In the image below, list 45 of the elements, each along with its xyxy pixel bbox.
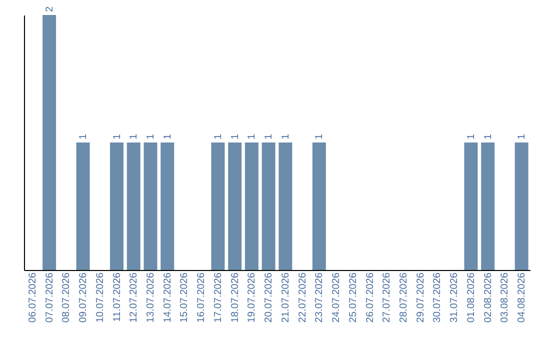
- x-tick-label: 31.07.2026: [449, 272, 460, 323]
- data-label: 1: [212, 134, 224, 140]
- x-tick-label: 25.07.2026: [348, 272, 359, 323]
- x-tick-label: 16.07.2026: [196, 272, 208, 323]
- data-label: 2: [44, 6, 56, 12]
- data-label: 1: [128, 134, 140, 140]
- data-label: 1: [280, 134, 292, 140]
- data-label: 1: [264, 134, 275, 140]
- x-tick-label: 27.07.2026: [382, 272, 393, 323]
- x-tick-label: 12.07.2026: [128, 272, 140, 323]
- x-tick-label: 13.07.2026: [146, 272, 156, 323]
- x-tick-label: 19.07.2026: [246, 272, 258, 323]
- x-tick-label: 06.07.2026: [27, 272, 38, 323]
- x-tick-label: 09.07.2026: [78, 272, 90, 323]
- data-label: 1: [162, 134, 174, 140]
- x-tick-label: 15.07.2026: [179, 272, 190, 323]
- data-label: 1: [246, 134, 258, 140]
- x-tick-label: 22.07.2026: [297, 272, 308, 323]
- data-label: 1: [112, 134, 123, 140]
- data-label: 1: [230, 134, 241, 140]
- data-label: 1: [314, 134, 326, 140]
- x-tick-label: 11.07.2026: [112, 272, 123, 322]
- x-tick-label: 10.07.2026: [94, 272, 106, 323]
- x-tick-label: 03.08.2026: [500, 272, 511, 323]
- data-label: 1: [78, 134, 90, 140]
- x-tick-label: 08.07.2026: [61, 272, 72, 323]
- x-tick-label: 02.08.2026: [482, 272, 494, 323]
- data-label: 1: [516, 134, 528, 140]
- x-tick-label: 04.08.2026: [516, 272, 528, 323]
- x-tick-label: 24.07.2026: [331, 272, 342, 323]
- x-tick-label: 17.07.2026: [212, 272, 224, 323]
- x-tick-label: 01.08.2026: [466, 272, 477, 323]
- x-tick-label: 29.07.2026: [415, 272, 426, 323]
- x-tick-label: 23.07.2026: [314, 272, 326, 323]
- x-tick-label: 07.07.2026: [44, 272, 56, 323]
- data-label: 1: [466, 134, 477, 140]
- x-tick-label: 18.07.2026: [230, 272, 241, 323]
- x-tick-label: 21.07.2026: [280, 272, 292, 323]
- data-label: 1: [482, 134, 494, 140]
- x-tick-label: 28.07.2026: [398, 272, 410, 323]
- data-label: 1: [146, 134, 156, 140]
- x-tick-label: 26.07.2026: [364, 272, 376, 323]
- x-tick-label: 14.07.2026: [162, 272, 174, 323]
- x-tick-label: 30.07.2026: [432, 272, 444, 323]
- x-tick-label: 20.07.2026: [264, 272, 275, 323]
